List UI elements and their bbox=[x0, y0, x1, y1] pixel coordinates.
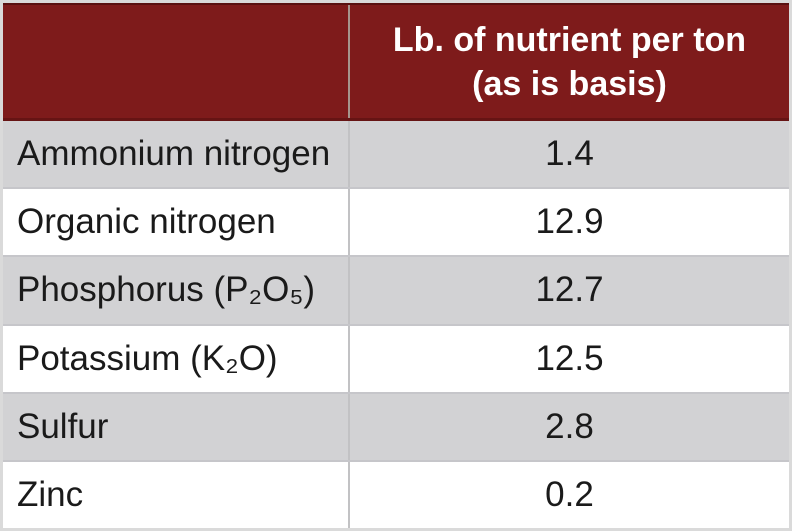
nutrient-value-cell: 2.8 bbox=[545, 406, 594, 446]
nutrient-value-cell: 0.2 bbox=[545, 474, 594, 514]
table-header-row: Lb. of nutrient per ton (as is basis) bbox=[3, 3, 789, 121]
nutrient-name-cell: Potassium (K₂O) bbox=[3, 325, 350, 392]
header-value-line2: (as is basis) bbox=[472, 64, 667, 103]
nutrient-name-cell: Ammonium nitrogen bbox=[3, 121, 350, 188]
header-cell-value: Lb. of nutrient per ton (as is basis) bbox=[350, 5, 789, 118]
table-row: Zinc 0.2 bbox=[3, 461, 789, 528]
nutrient-name-cell: Phosphorus (P₂O₅) bbox=[3, 257, 350, 324]
table-row: Phosphorus (P₂O₅) 12.7 bbox=[3, 257, 789, 326]
nutrient-value-cell: 12.5 bbox=[535, 338, 604, 378]
header-value-line1: Lb. of nutrient per ton bbox=[392, 20, 747, 59]
nutrient-name-cell: Zinc bbox=[3, 461, 350, 528]
table-row: Organic nitrogen 12.9 bbox=[3, 189, 789, 258]
table-row: Potassium (K₂O) 12.5 bbox=[3, 325, 789, 394]
nutrient-name-cell: Sulfur bbox=[3, 393, 350, 460]
header-cell-nutrient bbox=[3, 5, 350, 118]
nutrient-value-cell: 1.4 bbox=[545, 134, 594, 174]
nutrient-value-cell: 12.7 bbox=[535, 270, 604, 310]
nutrient-value-cell: 12.9 bbox=[535, 202, 604, 242]
nutrient-name-cell: Organic nitrogen bbox=[3, 189, 350, 256]
table-row: Ammonium nitrogen 1.4 bbox=[3, 121, 789, 190]
table-row: Sulfur 2.8 bbox=[3, 393, 789, 462]
